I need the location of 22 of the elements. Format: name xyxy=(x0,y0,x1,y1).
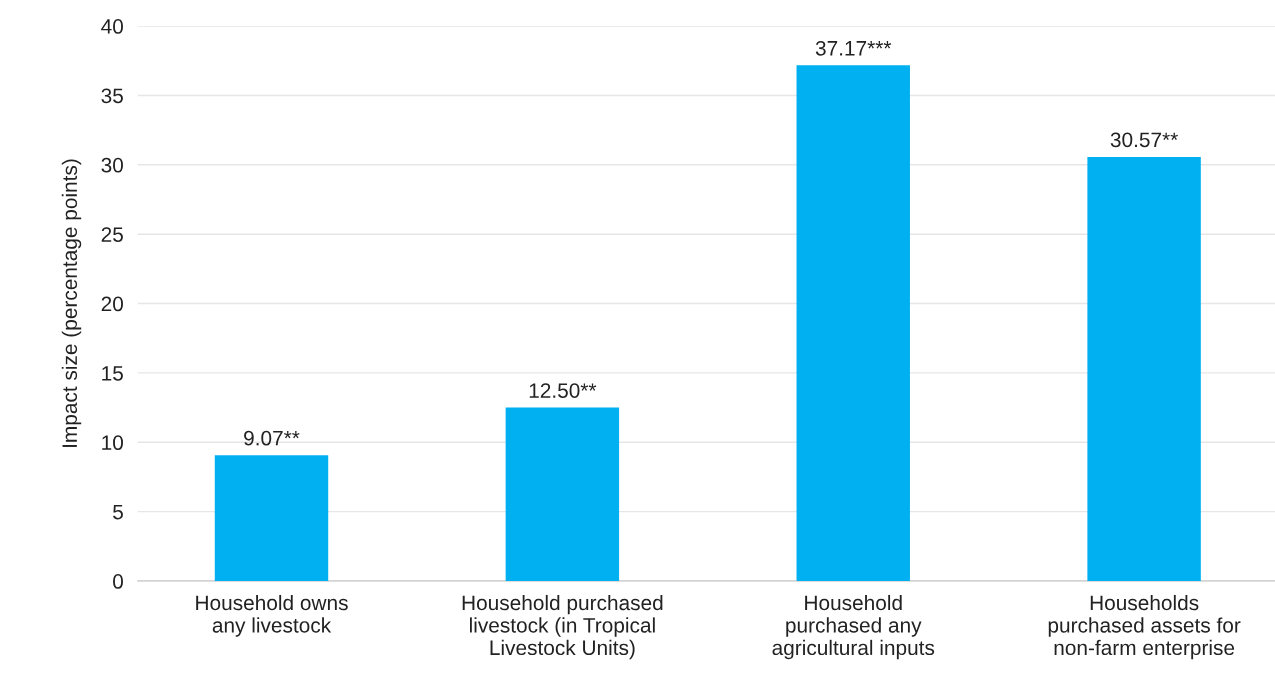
y-axis-title: Impact size (percentage points) xyxy=(61,159,82,447)
y-tick-label: 5 xyxy=(113,504,123,520)
y-tick-label: 0 xyxy=(113,574,123,589)
y-tick-label: 20 xyxy=(101,296,123,312)
y-tick-label: 25 xyxy=(101,227,123,242)
y-tick-label: 15 xyxy=(102,366,123,381)
data-label: 12.50** xyxy=(529,383,597,398)
x-tick-label: Household owns any livestock xyxy=(196,594,348,637)
y-tick-label: 40 xyxy=(101,19,123,34)
data-label: 37.17*** xyxy=(815,40,892,56)
x-tick-label: Household purchased any agricultural inputs xyxy=(772,594,935,660)
x-tick-label: Households purchased assets for non-farm enterprise xyxy=(1048,594,1241,660)
data-label: 9.07** xyxy=(244,430,300,446)
bar xyxy=(796,65,910,582)
y-tick-label: 30 xyxy=(101,157,123,173)
y-tick-label: 10 xyxy=(102,435,123,451)
bar xyxy=(505,407,620,582)
data-label: 30.57** xyxy=(1110,132,1178,148)
bar xyxy=(214,455,329,582)
bar xyxy=(1087,156,1201,582)
x-tick-label: Household purchased livestock (in Tropical Livestock Units) xyxy=(462,594,663,660)
y-tick-label: 35 xyxy=(101,88,123,104)
